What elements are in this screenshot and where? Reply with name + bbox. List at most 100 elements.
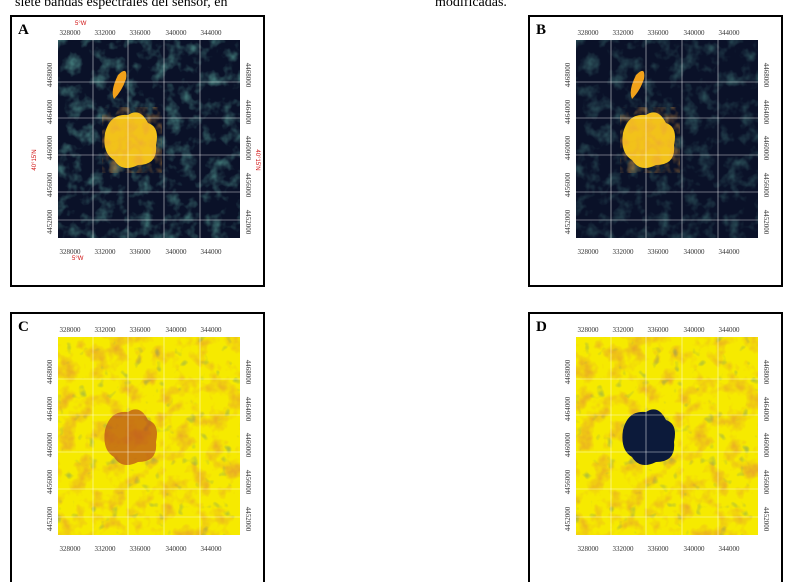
- panel: D 328000 328000 332000 332000 336000 336000 340…: [529, 313, 782, 582]
- y-tick-label: 4468000: [762, 63, 770, 88]
- panel: C 328000 328000 332000 332000 336000 336000 340…: [11, 313, 264, 582]
- y-tick-label: 4456000: [244, 470, 252, 495]
- y-tick-label: 4460000: [564, 135, 572, 160]
- y-tick-label: 4460000: [46, 432, 54, 457]
- x-tick-label: 336000: [130, 248, 152, 256]
- y-tick-label: 4464000: [564, 396, 572, 421]
- y-tick-label: 4464000: [762, 100, 770, 125]
- y-tick-label: 4468000: [564, 359, 572, 384]
- map-image: [58, 337, 240, 535]
- x-tick-label: 332000: [95, 29, 117, 37]
- x-tick-label: 332000: [613, 326, 635, 334]
- y-tick-label: 4456000: [244, 173, 252, 198]
- x-tick-label: 328000: [60, 326, 82, 334]
- x-tick-label: 344000: [719, 326, 741, 334]
- map-image: [58, 40, 240, 238]
- y-tick-label: 4452000: [244, 210, 252, 235]
- y-tick-label: 4456000: [46, 469, 54, 494]
- x-tick-label: 344000: [201, 29, 223, 37]
- x-tick-label: 344000: [201, 248, 223, 256]
- x-tick-label: 344000: [719, 29, 741, 37]
- y-tick-label: 4452000: [564, 209, 572, 234]
- x-tick-label: 336000: [648, 29, 670, 37]
- x-tick-label: 332000: [95, 545, 117, 553]
- y-tick-label: 4452000: [244, 507, 252, 532]
- x-tick-label: 336000: [130, 545, 152, 553]
- y-tick-label: 4452000: [762, 507, 770, 532]
- longitude-label: 5°W: [72, 256, 84, 262]
- y-tick-label: 4468000: [762, 360, 770, 385]
- y-tick-label: 4460000: [762, 136, 770, 161]
- header-text: modificadas.: [435, 0, 507, 10]
- x-tick-label: 340000: [684, 248, 706, 256]
- y-tick-label: 4452000: [564, 506, 572, 531]
- y-tick-label: 4464000: [46, 99, 54, 124]
- panel: B 328000 328000 332000 332000 336000 336000 340…: [529, 16, 782, 286]
- panel-label: B: [536, 22, 546, 38]
- y-tick-label: 4452000: [762, 210, 770, 235]
- y-tick-label: 4468000: [564, 62, 572, 87]
- longitude-label: 5°W: [75, 21, 87, 27]
- figure: siete bandas espectrales del sensor, en …: [0, 0, 790, 582]
- map-image: [576, 40, 758, 238]
- y-tick-label: 4456000: [564, 469, 572, 494]
- y-tick-label: 4456000: [564, 172, 572, 197]
- y-tick-label: 4464000: [244, 100, 252, 125]
- burn-texture: [620, 107, 680, 173]
- x-tick-label: 340000: [166, 545, 188, 553]
- y-tick-label: 4464000: [564, 99, 572, 124]
- x-tick-label: 340000: [684, 545, 706, 553]
- x-tick-label: 336000: [648, 248, 670, 256]
- x-tick-label: 340000: [684, 29, 706, 37]
- x-tick-label: 344000: [201, 545, 223, 553]
- x-tick-label: 328000: [60, 29, 82, 37]
- burn-texture: [102, 107, 162, 173]
- x-tick-label: 344000: [201, 326, 223, 334]
- y-tick-label: 4460000: [762, 433, 770, 458]
- x-tick-label: 332000: [613, 248, 635, 256]
- x-tick-label: 328000: [60, 248, 82, 256]
- panel: A 328000 328000 332000 332000 336000 336000 340…: [11, 16, 264, 286]
- x-tick-label: 332000: [95, 326, 117, 334]
- x-tick-label: 332000: [613, 545, 635, 553]
- y-tick-label: 4464000: [46, 396, 54, 421]
- y-tick-label: 4468000: [46, 359, 54, 384]
- x-tick-label: 344000: [719, 545, 741, 553]
- y-tick-label: 4452000: [46, 506, 54, 531]
- y-tick-label: 4452000: [46, 209, 54, 234]
- y-tick-label: 4468000: [244, 360, 252, 385]
- x-tick-label: 340000: [166, 248, 188, 256]
- y-tick-label: 4460000: [46, 135, 54, 160]
- x-tick-label: 344000: [719, 248, 741, 256]
- x-tick-label: 340000: [166, 326, 188, 334]
- y-tick-label: 4464000: [244, 397, 252, 422]
- y-tick-label: 4460000: [564, 432, 572, 457]
- x-tick-label: 332000: [95, 248, 117, 256]
- x-tick-label: 332000: [613, 29, 635, 37]
- panel-label: C: [18, 319, 29, 335]
- x-tick-label: 336000: [130, 326, 152, 334]
- y-tick-label: 4464000: [762, 397, 770, 422]
- y-tick-label: 4460000: [244, 136, 252, 161]
- x-tick-label: 328000: [60, 545, 82, 553]
- x-tick-label: 328000: [578, 248, 600, 256]
- panel-label: D: [536, 319, 547, 335]
- header-text: siete bandas espectrales del sensor, en: [15, 0, 227, 10]
- y-tick-label: 4456000: [762, 470, 770, 495]
- y-tick-label: 4456000: [46, 172, 54, 197]
- x-tick-label: 336000: [130, 29, 152, 37]
- latitude-label: 40°15'N: [254, 149, 260, 170]
- x-tick-label: 340000: [166, 29, 188, 37]
- panel-label: A: [18, 22, 29, 38]
- x-tick-label: 328000: [578, 326, 600, 334]
- x-tick-label: 336000: [648, 326, 670, 334]
- y-tick-label: 4460000: [244, 433, 252, 458]
- x-tick-label: 328000: [578, 29, 600, 37]
- x-tick-label: 336000: [648, 545, 670, 553]
- y-tick-label: 4456000: [762, 173, 770, 198]
- x-tick-label: 340000: [684, 326, 706, 334]
- y-tick-label: 4468000: [244, 63, 252, 88]
- latitude-label: 40°15'N: [32, 149, 38, 170]
- x-tick-label: 328000: [578, 545, 600, 553]
- map-image: [576, 337, 758, 535]
